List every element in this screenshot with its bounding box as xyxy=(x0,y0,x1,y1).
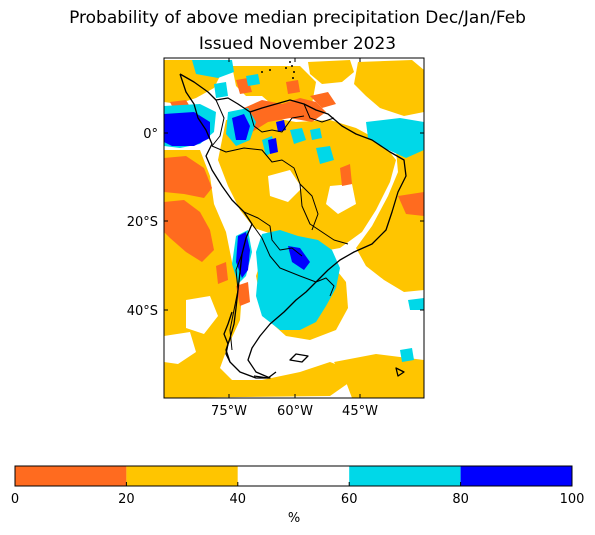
colorbar-tick-label: 60 xyxy=(341,492,358,507)
colorbar-unit-label: % xyxy=(288,511,300,526)
map-subtitle: Issued November 2023 xyxy=(198,34,397,54)
colorbar-tick-label: 20 xyxy=(118,492,135,507)
colorbar-bin xyxy=(349,466,461,486)
colorbar-tick-label: 0 xyxy=(11,492,19,507)
colorbar-bin xyxy=(237,466,350,486)
colorbar-tick-label: 100 xyxy=(560,492,585,507)
colorbar-tick-label: 80 xyxy=(452,492,469,507)
lat-tick-marks xyxy=(164,132,424,311)
lat-tick-label: 40°S xyxy=(127,304,158,319)
probability-field xyxy=(164,58,424,398)
probability-80-100-areas xyxy=(164,112,310,278)
colorbar-bin xyxy=(126,466,238,486)
coastline xyxy=(179,73,407,379)
lon-tick-marks xyxy=(228,58,361,398)
probability-40-60-areas xyxy=(164,170,424,364)
colorbar-bin xyxy=(460,466,572,486)
lat-tick-label: 20°S xyxy=(127,215,158,230)
lon-tick-label: 60°W xyxy=(277,404,313,419)
country-borders xyxy=(211,99,349,351)
colorbar-frame xyxy=(14,465,573,487)
lat-tick-label: 0° xyxy=(143,127,158,142)
map-title: Probability of above median precipitatio… xyxy=(69,8,526,28)
lon-tick-label: 75°W xyxy=(211,404,247,419)
map-frame xyxy=(163,57,425,399)
colorbar-bin xyxy=(15,466,127,486)
colorbar: 0 20 40 60 80 100 xyxy=(11,465,585,507)
colorbar-tick-label: 40 xyxy=(230,492,247,507)
lon-tick-label: 45°W xyxy=(342,404,378,419)
caribbean-dots xyxy=(261,61,295,79)
